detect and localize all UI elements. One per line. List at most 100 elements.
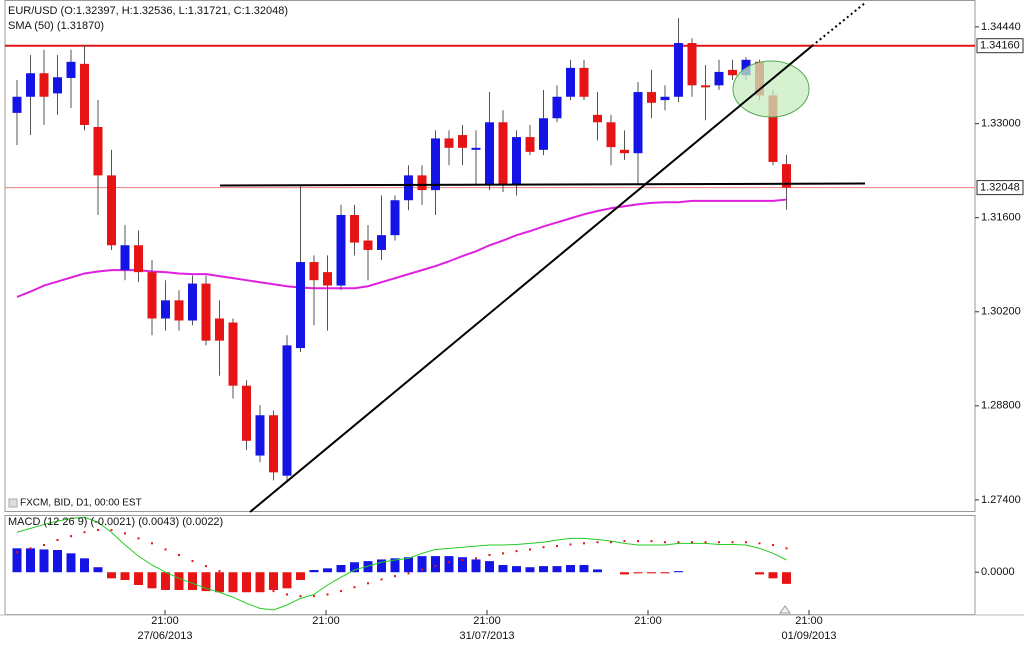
candle-body (201, 283, 211, 341)
legend-entry: SMA (50) (1.31870) (8, 20, 104, 32)
macd-title: MACD (12 26 9) (-0.0021) (0.0043) (0.002… (8, 516, 223, 528)
macd-signal-dot (218, 570, 221, 573)
x-tick-label: 21:00 (312, 615, 340, 627)
macd-histogram-bar (579, 565, 589, 573)
macd-signal-dot (718, 541, 720, 544)
macd-histogram-bar (174, 572, 184, 590)
macd-layer: 0.0000 (12, 516, 1015, 611)
macd-signal-dot (353, 586, 356, 589)
candle-body (174, 300, 184, 321)
candle-body (768, 95, 778, 162)
macd-signal-dot (488, 554, 491, 556)
macd-histogram-bar (282, 572, 292, 589)
macd-histogram-bar (161, 572, 170, 590)
macd-signal-dot (178, 554, 180, 556)
candle-body (606, 122, 616, 148)
macd-histogram-bar (404, 557, 413, 573)
macd-histogram-bar (350, 562, 359, 573)
macd-main-line (16, 516, 787, 611)
macd-signal-dot (434, 565, 437, 568)
macd-histogram-bar (417, 556, 427, 573)
chart-title: EUR/USD (O:1.32397, H:1.32536, L:1.31721… (8, 5, 288, 17)
candle-body (350, 215, 359, 243)
macd-signal-dot (245, 580, 248, 583)
y-tick-label: 0.0000 (981, 566, 1015, 578)
macd-signal-dot (70, 535, 72, 538)
candle-body (512, 137, 521, 186)
macd-signal-dot (124, 532, 126, 535)
macd-signal-dot (569, 543, 572, 546)
macd-histogram-bar (12, 548, 22, 573)
sma-line (16, 198, 787, 298)
macd-histogram-bar (66, 553, 76, 573)
y-tick-label: 1.28800 (981, 400, 1021, 412)
macd-signal-dot (110, 529, 113, 531)
macd-signal-dot (677, 541, 680, 544)
candle-body (282, 345, 292, 476)
candle-body (687, 43, 697, 86)
candle-body (228, 322, 238, 386)
candle-body (107, 175, 116, 246)
macd-signal-dot (286, 593, 288, 596)
macd-signal-dot (542, 546, 545, 549)
macd-histogram-bar (120, 572, 130, 580)
macd-signal-dot (785, 547, 788, 550)
macd-histogram-bar (80, 558, 89, 573)
candle-body (674, 43, 683, 97)
price-marker-box (976, 180, 1024, 196)
candle-body (782, 164, 791, 188)
macd-histogram-bar (188, 572, 197, 590)
candle-body (242, 385, 251, 441)
trend-line (249, 45, 813, 513)
macd-signal-dot (421, 568, 423, 571)
candle-body (120, 245, 130, 271)
x-date-label: 01/09/2013 (781, 630, 836, 642)
macd-histogram-bar (390, 558, 400, 573)
y-tick-label: 1.33000 (981, 118, 1021, 130)
x-tick-label: 21:00 (151, 615, 179, 627)
macd-signal-dot (380, 578, 383, 581)
macd-histogram-bar (620, 572, 629, 575)
candle-body (336, 215, 346, 286)
candle-body (363, 240, 373, 250)
candle-body (188, 283, 197, 321)
price-marker-box (976, 38, 1024, 54)
macd-signal-dot (394, 575, 396, 578)
candle-body (660, 96, 670, 101)
macd-histogram-bar (633, 572, 643, 574)
source-icon (8, 498, 18, 508)
macd-histogram-bar (26, 548, 35, 573)
candle-body (161, 300, 170, 319)
macd-signal-dot (164, 548, 167, 551)
macd-histogram-bar (242, 572, 251, 593)
x-date-label: 31/07/2013 (459, 630, 514, 642)
macd-signal-dot (326, 593, 329, 596)
macd-histogram-bar (309, 570, 319, 573)
macd-histogram-bar (296, 572, 305, 580)
candle-body (147, 272, 157, 319)
macd-histogram-bar (431, 556, 440, 573)
trend-line-extension (811, 2, 866, 47)
candle-body (714, 71, 724, 86)
macd-histogram-bar (755, 572, 764, 575)
macd-signal-dot (43, 544, 45, 546)
candle-body (471, 147, 481, 150)
macd-signal-dot (448, 561, 450, 564)
candle-body (620, 149, 629, 154)
candle-body (296, 262, 305, 349)
macd-signal-dot (299, 595, 302, 598)
macd-histogram-bar (53, 550, 62, 573)
macd-histogram-bar (768, 572, 778, 579)
candle-body (404, 175, 413, 201)
y-tick-label: 1.27400 (981, 494, 1021, 506)
x-tick-label: 21:00 (473, 615, 501, 627)
candle-body (431, 138, 440, 191)
macd-signal-dot (623, 540, 626, 543)
candle-body (701, 85, 710, 88)
y-tick-label: 1.30200 (981, 306, 1021, 318)
candle-body (390, 200, 400, 236)
macd-histogram-bar (782, 572, 791, 584)
macd-histogram-bar (377, 559, 386, 573)
macd-signal-dot (151, 542, 153, 545)
time-marker (779, 605, 791, 614)
